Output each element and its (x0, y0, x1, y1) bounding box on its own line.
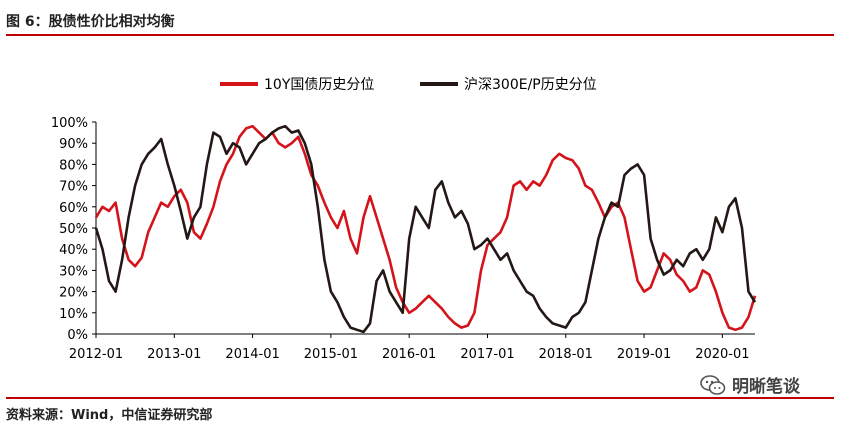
y-tick-label: 60% (59, 201, 88, 216)
x-tick-label: 2020-01 (695, 347, 749, 362)
y-tick-label: 30% (59, 264, 88, 279)
watermark-text: 明晰笔谈 (732, 377, 800, 397)
x-tick-label: 2013-01 (147, 347, 201, 362)
legend-label-csi300-ep: 沪深300E/P历史分位 (464, 77, 597, 93)
x-tick-label: 2014-01 (225, 347, 279, 362)
y-tick-label: 10% (59, 307, 88, 322)
y-tick-label: 40% (59, 243, 88, 258)
x-tick-label: 2018-01 (539, 347, 593, 362)
watermark: 明晰笔谈 (700, 372, 800, 397)
chart-series (94, 124, 757, 334)
line-chart: 10Y国债历史分位 沪深300E/P历史分位 0% 10% 20% 30% 40% 50% 6… (51, 77, 757, 362)
y-tick-label: 90% (59, 137, 88, 152)
wechat-icon (700, 374, 726, 395)
source-rule (6, 397, 834, 399)
y-tick-label: 70% (59, 180, 88, 195)
figure-title: 图 6：股债性价比相对均衡 (6, 14, 175, 30)
y-tick-label: 50% (59, 222, 88, 237)
x-tick-label: 2019-01 (617, 347, 671, 362)
title-rule (6, 34, 834, 36)
x-tick-label: 2012-01 (69, 347, 123, 362)
legend-label-10y-bond: 10Y国债历史分位 (264, 77, 374, 93)
x-tick-label: 2016-01 (382, 347, 436, 362)
chart-legend: 10Y国债历史分位 沪深300E/P历史分位 (220, 77, 597, 93)
x-tick-label: 2015-01 (304, 347, 358, 362)
y-tick-label: 20% (59, 286, 88, 301)
series-line-csi300-ep (94, 124, 757, 334)
source-note: 资料来源：Wind，中信证券研究部 (6, 408, 213, 423)
y-tick-label: 80% (59, 158, 88, 173)
chart-axes: 0% 10% 20% 30% 40% 50% 60% 70% 80% 90% 100% 2012-01… (51, 116, 755, 362)
y-tick-label: 0% (67, 328, 88, 343)
x-tick-label: 2017-01 (460, 347, 514, 362)
series-line-10y-bond (94, 124, 757, 332)
y-tick-label: 100% (51, 116, 88, 131)
